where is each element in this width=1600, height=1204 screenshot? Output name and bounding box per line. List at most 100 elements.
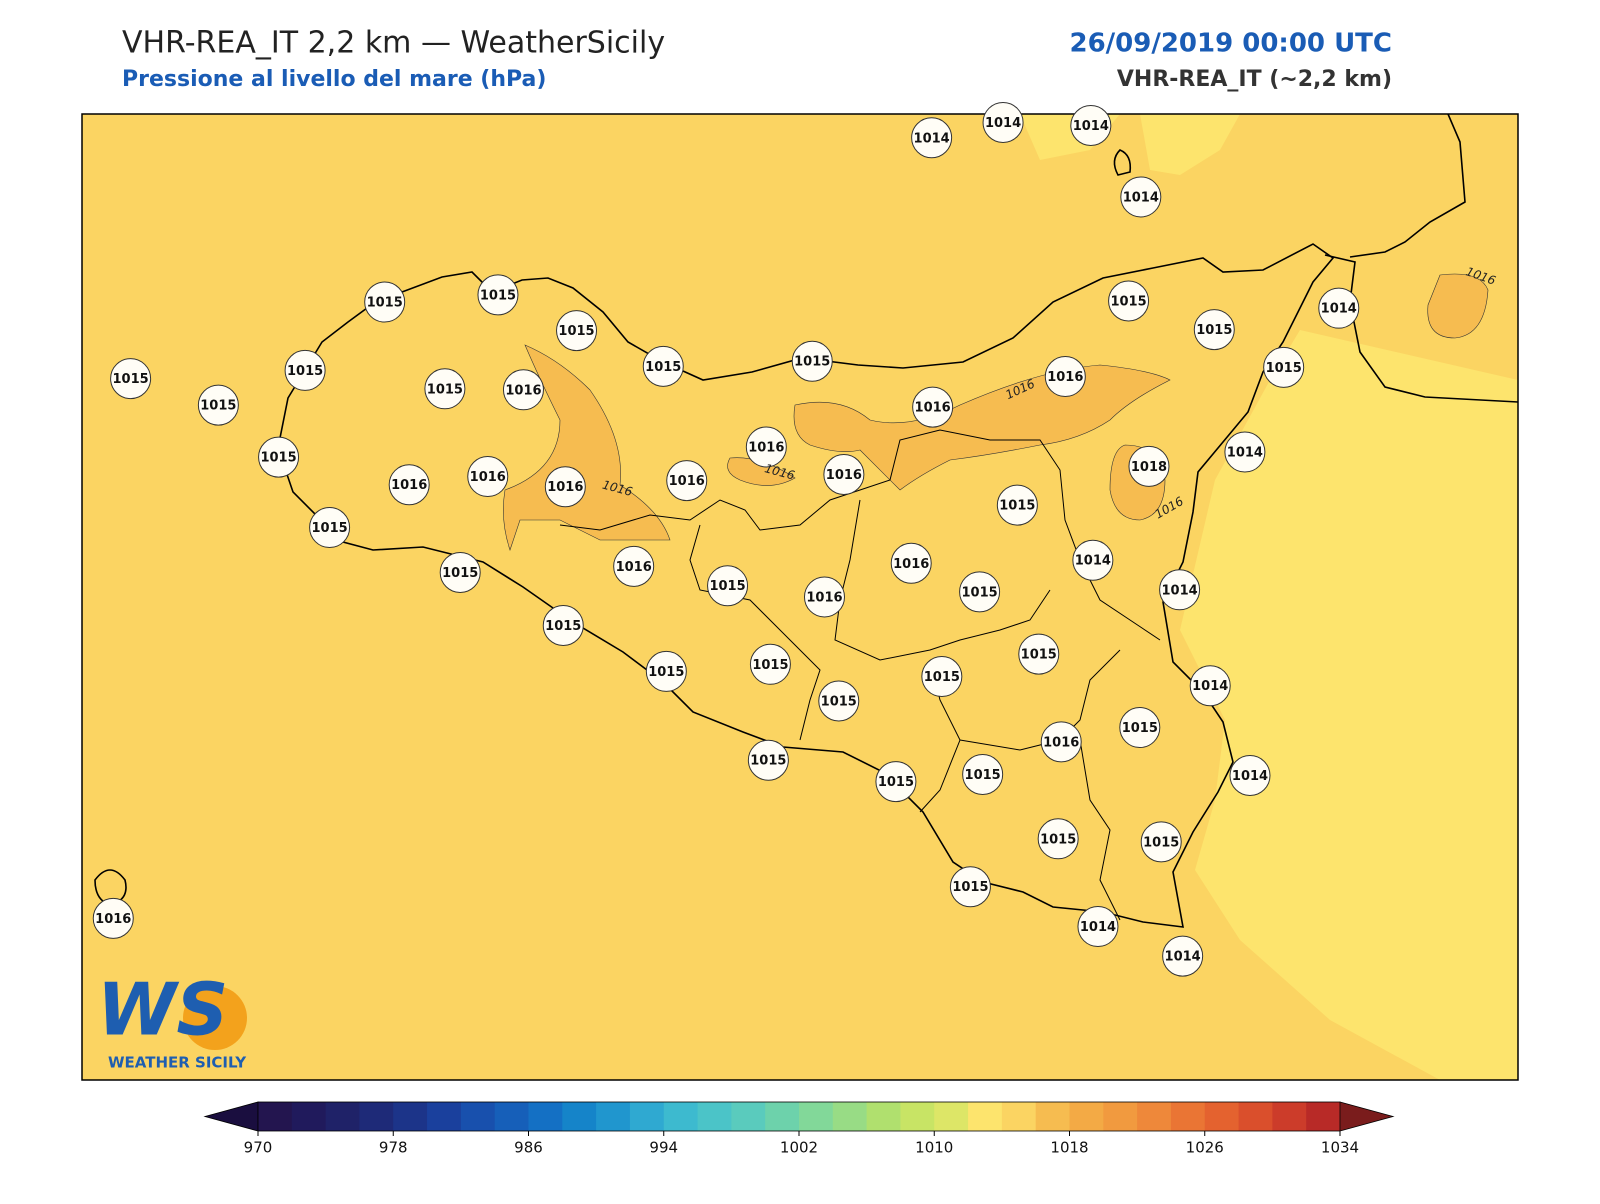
station: 1016 (890, 542, 932, 584)
station-value: 1015 (427, 382, 463, 397)
station-value: 1015 (999, 499, 1035, 514)
station-value: 1014 (1227, 446, 1263, 461)
station-marker (477, 274, 519, 316)
station-value: 1015 (480, 288, 516, 303)
station: 1015 (949, 866, 991, 908)
station-marker (364, 281, 406, 323)
colorbar-segment (765, 1102, 800, 1131)
station: 1016 (92, 897, 134, 939)
station: 1015 (477, 274, 519, 316)
station-marker (1159, 569, 1201, 611)
colorbar-segment (866, 1102, 901, 1131)
station-value: 1015 (961, 585, 997, 600)
colorbar-segment (1001, 1102, 1037, 1131)
station-marker (890, 542, 932, 584)
colorbar-tick-label: 1010 (915, 1139, 953, 1157)
station: 1014 (1120, 176, 1162, 218)
station: 1014 (1077, 906, 1119, 948)
station: 1015 (309, 507, 351, 549)
station-value: 1015 (558, 324, 594, 339)
station-value: 1016 (95, 912, 131, 927)
station: 1015 (645, 650, 687, 692)
colorbar-segment (325, 1102, 360, 1131)
station-marker (996, 484, 1038, 526)
station-marker (388, 464, 430, 506)
station-marker (1318, 287, 1360, 329)
station-value: 1016 (915, 401, 951, 416)
colorbar-segment (460, 1102, 496, 1131)
colorbar-segment (258, 1102, 293, 1131)
station: 1015 (258, 436, 300, 478)
station-value: 1015 (311, 521, 347, 536)
station-marker (949, 866, 991, 908)
station: 1015 (542, 605, 584, 647)
station: 1014 (982, 101, 1024, 143)
map-frame (81, 113, 1519, 1081)
station-marker (284, 349, 326, 391)
logo-text: WS (97, 968, 228, 1052)
station-value: 1014 (1161, 583, 1197, 598)
colorbar-segment (427, 1102, 462, 1131)
station-marker (309, 507, 351, 549)
station: 1015 (996, 484, 1038, 526)
station: 1015 (1193, 309, 1235, 351)
station-marker (747, 739, 789, 781)
station-marker (1162, 935, 1204, 977)
logo-caption: WEATHER SICILY (108, 1054, 247, 1072)
colorbar-segment (1272, 1102, 1307, 1131)
title: VHR-REA_IT 2,2 km — WeatherSicily (122, 26, 665, 61)
station: 1015 (1108, 280, 1150, 322)
station: 1015 (1018, 633, 1060, 675)
station-value: 1016 (1047, 370, 1083, 385)
station: 1015 (747, 739, 789, 781)
station-value: 1014 (1123, 190, 1159, 205)
station-marker (823, 453, 865, 495)
station-marker (749, 643, 791, 685)
station-marker (1140, 821, 1182, 863)
station: 1015 (818, 680, 860, 722)
station: 1015 (424, 368, 466, 410)
province-borders (559, 429, 1161, 921)
colorbar-segment (494, 1102, 529, 1131)
station: 1015 (749, 643, 791, 685)
station-marker (1263, 346, 1305, 388)
colorbar-segment (697, 1102, 732, 1131)
station-marker (911, 117, 953, 159)
station-marker (982, 101, 1024, 143)
station-marker (1040, 721, 1082, 763)
colorbar-under (203, 1101, 259, 1132)
colorbar-tick-label: 1034 (1321, 1139, 1359, 1157)
colorbar-over (1339, 1101, 1395, 1132)
station-marker (1229, 755, 1271, 797)
colorbar-segment (1069, 1102, 1104, 1131)
colorbar-segment (528, 1102, 563, 1131)
station: 1015 (875, 761, 917, 803)
station: 1014 (1229, 755, 1271, 797)
station-value: 1015 (1040, 832, 1076, 847)
station-value: 1015 (287, 364, 323, 379)
station-value: 1015 (821, 695, 857, 710)
station: 1015 (1263, 346, 1305, 388)
station-value: 1016 (391, 478, 427, 493)
station-value: 1015 (878, 775, 914, 790)
subtitle: Pressione al livello del mare (hPa) (122, 67, 546, 92)
colorbar-segment (562, 1102, 597, 1131)
station-marker (544, 466, 586, 508)
station-value: 1015 (200, 399, 236, 414)
colorbar-segment (596, 1102, 631, 1131)
station-marker (542, 605, 584, 647)
station: 1014 (1189, 665, 1231, 707)
station-value: 1015 (709, 579, 745, 594)
colorbar-segment (291, 1102, 327, 1131)
station-marker (912, 386, 954, 428)
station-marker (818, 680, 860, 722)
station-marker (921, 656, 963, 698)
colorbar-tick-label: 978 (379, 1139, 408, 1157)
station: 1015 (791, 340, 833, 382)
station-value: 1016 (669, 474, 705, 489)
station-value: 1014 (985, 116, 1021, 131)
colorbar-tick-label: 1018 (1050, 1139, 1088, 1157)
station: 1016 (803, 576, 845, 618)
station: 1015 (959, 571, 1001, 613)
station-marker (439, 551, 481, 593)
